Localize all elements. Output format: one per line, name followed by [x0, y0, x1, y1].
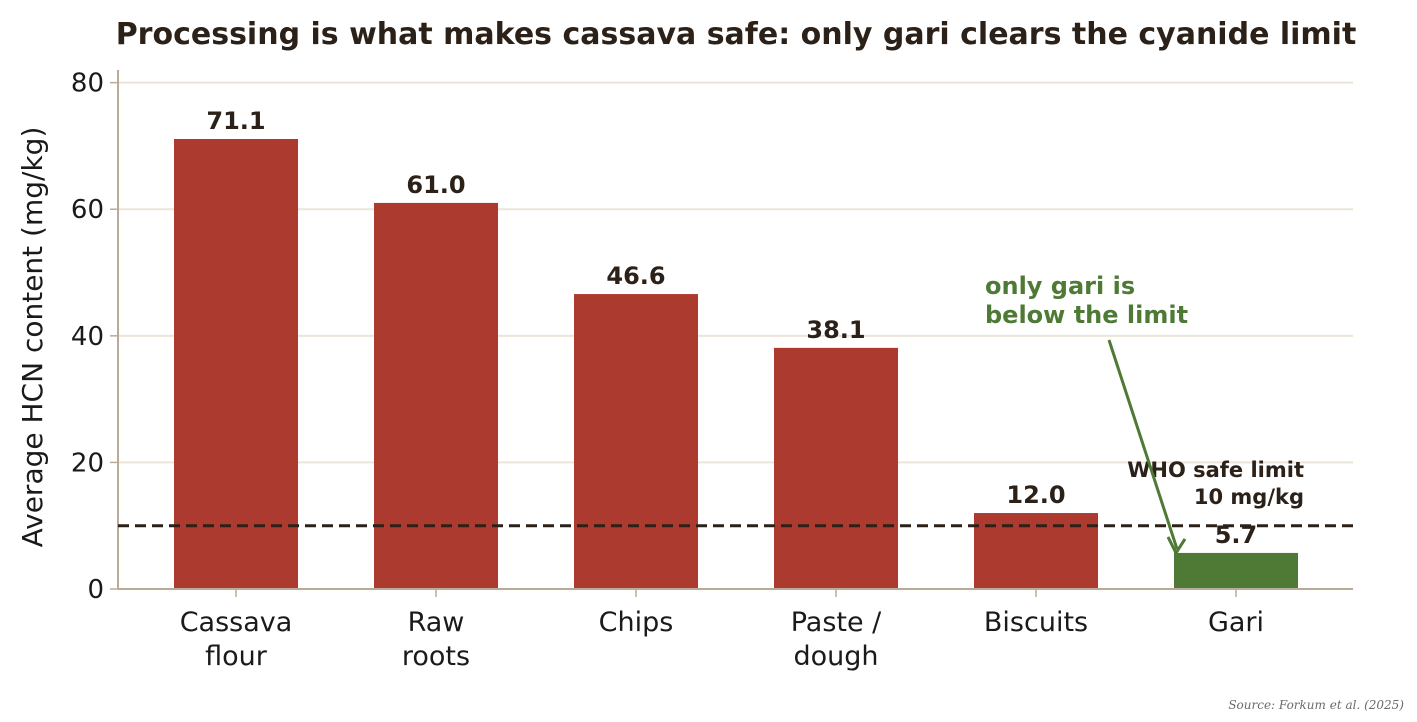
who-limit-label: WHO safe limit 10 mg/kg: [1127, 458, 1304, 509]
y-tick-label: 60: [71, 195, 104, 225]
value-labels: 71.1 61.0 46.6 38.1 12.0 5.7: [206, 107, 1257, 549]
value-label: 71.1: [206, 107, 265, 135]
x-tick-label: Cassava flour: [180, 607, 293, 672]
x-tick-label: Chips: [599, 607, 674, 638]
y-tick-labels: 0 20 40 60 80: [71, 69, 104, 605]
x-tick-label-line: Cassava: [180, 607, 293, 638]
bar-cassava-flour: [174, 138, 298, 590]
x-tick-label: Raw roots: [402, 607, 470, 672]
who-limit-label-line: WHO safe limit: [1127, 458, 1304, 482]
y-tick-label: 40: [71, 322, 104, 352]
x-tick-label: Gari: [1208, 607, 1264, 638]
x-tick-label-line: Gari: [1208, 607, 1264, 638]
x-tick-label-line: Paste /: [791, 607, 882, 638]
x-tick-label-line: dough: [793, 641, 878, 672]
reference-line-group: WHO safe limit 10 mg/kg: [118, 458, 1353, 528]
value-label: 38.1: [806, 316, 865, 344]
bars: [174, 138, 1298, 590]
x-tick-label-line: Raw: [408, 607, 465, 638]
x-tick-label: Biscuits: [984, 607, 1088, 638]
y-tick-label: 80: [71, 69, 104, 99]
bar-chips: [574, 294, 698, 589]
bar-raw-roots: [374, 202, 498, 590]
callout-arrowhead: [1166, 536, 1187, 556]
chart-title: Processing is what makes cassava safe: o…: [116, 17, 1357, 52]
who-limit-label-line: 10 mg/kg: [1194, 485, 1304, 509]
bar-paste-dough: [774, 347, 898, 589]
x-tick-label-line: Biscuits: [984, 607, 1088, 638]
x-tick-labels: Cassava flour Raw roots Chips Paste / dough Bis…: [180, 607, 1264, 672]
axes: [110, 70, 1353, 597]
value-label: 5.7: [1215, 521, 1258, 549]
y-axis-label: Average HCN content (mg/kg): [16, 127, 49, 548]
annotation-group: only gari is below the limit: [985, 272, 1188, 556]
callout-text-line: below the limit: [985, 301, 1188, 329]
value-label: 61.0: [406, 171, 465, 199]
gridlines: [118, 81, 1353, 464]
value-label: 46.6: [606, 262, 665, 290]
x-tick-label-line: flour: [205, 641, 268, 672]
callout-arrow: [1107, 339, 1179, 550]
source-note: Source: Forkum et al. (2025): [1228, 698, 1404, 712]
callout-text-line: only gari is: [985, 272, 1135, 300]
y-tick-label: 20: [71, 448, 104, 478]
x-tick-label: Paste / dough: [791, 607, 882, 672]
x-tick-label-line: Chips: [599, 607, 674, 638]
bar-gari: [1174, 552, 1298, 589]
y-tick-label: 0: [87, 575, 104, 605]
callout-text: only gari is below the limit: [985, 272, 1188, 329]
value-label: 12.0: [1006, 481, 1065, 509]
x-tick-label-line: roots: [402, 641, 470, 672]
